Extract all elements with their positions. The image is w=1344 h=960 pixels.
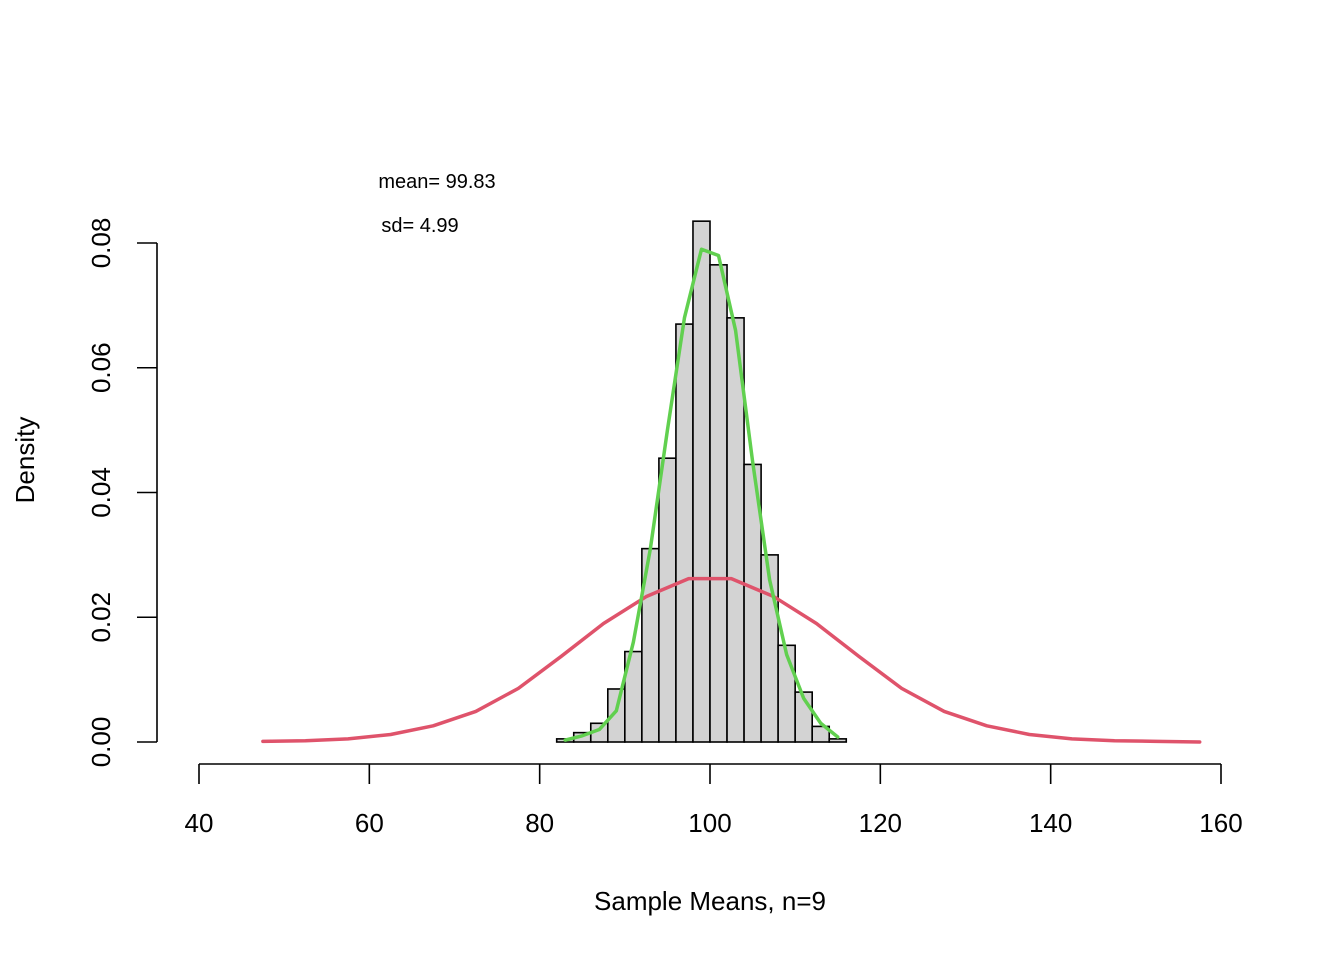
- density-curve-1: [563, 247, 840, 742]
- y-tick-label-0.00: 0.00: [86, 717, 116, 768]
- x-tick-label-100: 100: [688, 808, 731, 838]
- histogram-bar-13: [777, 644, 796, 743]
- x-tick-label-120: 120: [859, 808, 902, 838]
- x-tick-label-140: 140: [1029, 808, 1072, 838]
- x-tick-label-160: 160: [1199, 808, 1242, 838]
- x-tick-label-60: 60: [355, 808, 384, 838]
- x-tick-label-40: 40: [185, 808, 214, 838]
- y-axis-label: Density: [10, 417, 40, 504]
- y-tick-label-0.04: 0.04: [86, 467, 116, 518]
- x-axis-label: Sample Means, n=9: [594, 886, 826, 916]
- histogram-bar-8: [692, 220, 711, 743]
- histogram-bar-16: [828, 738, 848, 743]
- y-tick-label-0.02: 0.02: [86, 592, 116, 643]
- histogram-bar-9: [709, 264, 728, 743]
- density-curves: [261, 247, 1202, 744]
- histogram-bar-15: [811, 725, 831, 743]
- density-curve-0: [261, 576, 1202, 744]
- histogram-bar-7: [675, 323, 694, 743]
- mean-annotation: mean= 99.83: [378, 171, 495, 193]
- y-tick-label-0.06: 0.06: [86, 342, 116, 393]
- histogram-bar-6: [658, 457, 677, 743]
- axes: 40 60 80 100 120 140 160 0.00 0.02 0.04 0.06 0.08: [86, 218, 1243, 838]
- histogram-bars: [555, 220, 848, 743]
- x-tick-label-80: 80: [525, 808, 554, 838]
- sd-annotation: sd= 4.99: [381, 215, 458, 237]
- y-tick-label-0.08: 0.08: [86, 218, 116, 269]
